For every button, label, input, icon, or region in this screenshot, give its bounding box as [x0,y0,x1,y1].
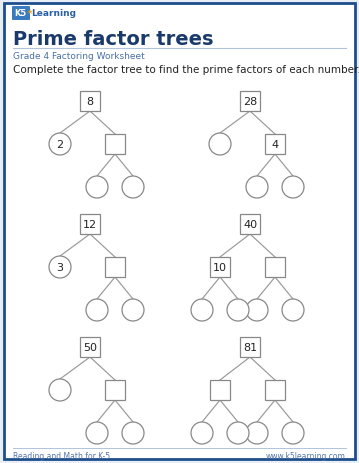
Text: 2: 2 [56,140,64,150]
Circle shape [86,422,108,444]
Circle shape [282,176,304,199]
Circle shape [86,300,108,321]
FancyBboxPatch shape [265,257,285,277]
Text: K5: K5 [14,9,26,18]
FancyBboxPatch shape [4,4,355,459]
Text: ★: ★ [27,9,33,15]
FancyBboxPatch shape [210,257,230,277]
FancyBboxPatch shape [210,380,230,400]
FancyBboxPatch shape [80,337,100,357]
Circle shape [282,300,304,321]
FancyBboxPatch shape [240,337,260,357]
Circle shape [227,300,249,321]
Circle shape [227,422,249,444]
Text: 50: 50 [83,342,97,352]
FancyBboxPatch shape [240,214,260,234]
Text: Reading and Math for K-5: Reading and Math for K-5 [13,451,110,460]
Circle shape [49,257,71,278]
Text: 8: 8 [87,97,94,107]
Circle shape [122,176,144,199]
Circle shape [122,300,144,321]
Circle shape [86,176,108,199]
Circle shape [191,422,213,444]
Circle shape [191,300,213,321]
Text: Learning: Learning [31,9,76,18]
Text: 12: 12 [83,219,97,230]
Circle shape [246,422,268,444]
Circle shape [49,134,71,156]
Circle shape [49,379,71,401]
FancyBboxPatch shape [265,135,285,155]
FancyBboxPatch shape [12,7,30,21]
FancyBboxPatch shape [80,214,100,234]
FancyBboxPatch shape [105,257,125,277]
Text: 28: 28 [243,97,257,107]
Text: Prime factor trees: Prime factor trees [13,30,214,49]
FancyBboxPatch shape [265,380,285,400]
Text: Complete the factor tree to find the prime factors of each number.: Complete the factor tree to find the pri… [13,65,359,75]
Text: Grade 4 Factoring Worksheet: Grade 4 Factoring Worksheet [13,52,145,61]
FancyBboxPatch shape [105,380,125,400]
FancyBboxPatch shape [80,92,100,112]
Circle shape [246,300,268,321]
Text: 81: 81 [243,342,257,352]
FancyBboxPatch shape [105,135,125,155]
Text: 3: 3 [56,263,64,272]
Text: 4: 4 [271,140,279,150]
Circle shape [282,422,304,444]
Circle shape [246,176,268,199]
FancyBboxPatch shape [240,92,260,112]
Text: 40: 40 [243,219,257,230]
Text: 10: 10 [213,263,227,272]
Circle shape [122,422,144,444]
Circle shape [209,134,231,156]
Text: www.k5learning.com: www.k5learning.com [266,451,346,460]
